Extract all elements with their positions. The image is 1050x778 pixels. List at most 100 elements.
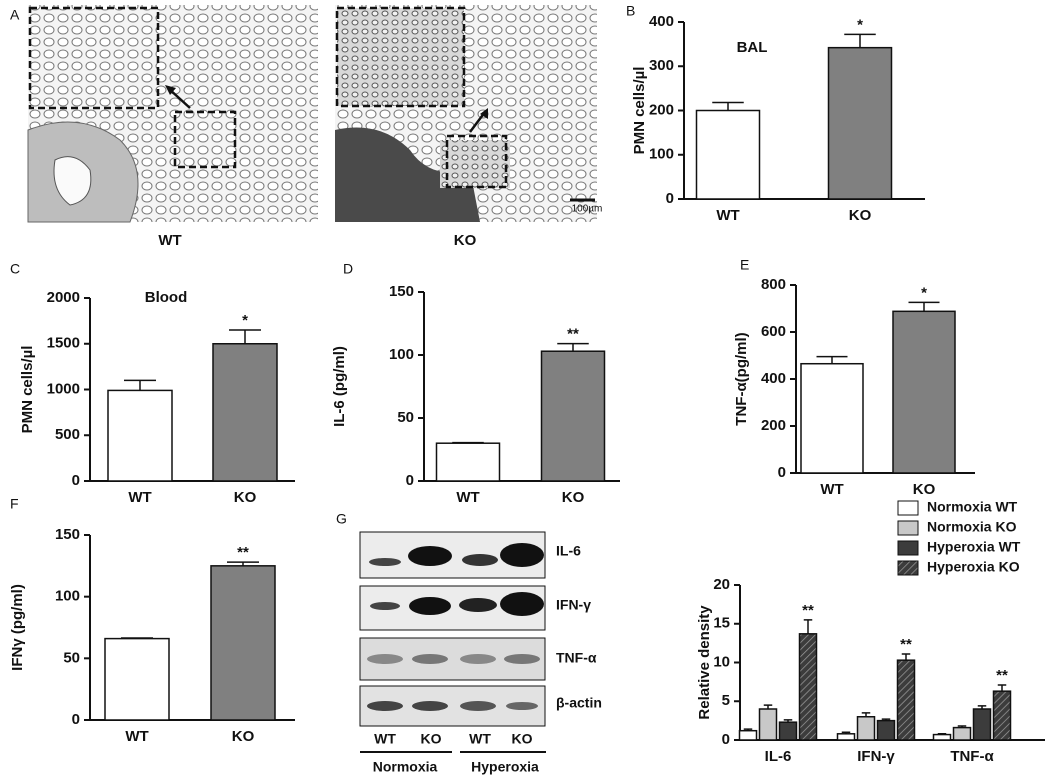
lane-label: KO xyxy=(512,731,533,747)
y-tick-label: 10 xyxy=(713,653,730,670)
legend-swatch xyxy=(897,540,919,556)
bar xyxy=(212,343,278,482)
legend-swatch xyxy=(897,560,919,576)
lane-label: KO xyxy=(421,731,442,747)
x-tick-label: WT xyxy=(128,489,151,506)
error-bar xyxy=(712,101,744,111)
legend-swatch xyxy=(897,500,919,516)
y-tick-label: 20 xyxy=(713,576,730,593)
panel-label: B xyxy=(626,3,635,19)
y-axis-label: IFNγ (pg/ml) xyxy=(9,584,26,671)
bar xyxy=(738,729,758,741)
y-tick-label: 150 xyxy=(389,283,414,300)
y-tick-label: 600 xyxy=(761,323,786,340)
panel-label: C xyxy=(10,261,20,277)
y-tick-label: 5 xyxy=(722,692,730,709)
y-tick-label: 0 xyxy=(72,711,80,728)
panel-label: D xyxy=(343,261,353,277)
y-axis-label: IL-6 (pg/ml) xyxy=(331,346,348,427)
bar xyxy=(210,565,276,721)
bar xyxy=(836,733,856,741)
y-tick-label: 50 xyxy=(397,409,414,426)
y-tick-label: 0 xyxy=(72,472,80,489)
error-bar xyxy=(124,379,156,391)
significance: ** xyxy=(567,326,579,343)
lane-label: WT xyxy=(374,731,396,747)
bar xyxy=(896,659,916,741)
error-bar xyxy=(803,619,813,634)
x-tick-label: WT xyxy=(125,728,148,745)
y-tick-label: 0 xyxy=(722,731,730,748)
panel-label: A xyxy=(10,7,20,23)
significance: * xyxy=(242,312,248,329)
chart-title: BAL xyxy=(737,39,768,56)
bar xyxy=(107,389,173,482)
bar xyxy=(952,726,972,741)
y-tick-label: 15 xyxy=(713,615,730,632)
micrograph-ko: 100µm xyxy=(335,5,602,222)
error-bar xyxy=(229,329,261,344)
bar xyxy=(778,721,798,741)
error-bar xyxy=(901,653,911,661)
band-label: TNF-α xyxy=(556,650,597,666)
y-axis-label: PMN cells/µl xyxy=(19,346,36,434)
bar xyxy=(892,310,956,474)
significance: ** xyxy=(996,667,1008,684)
bar xyxy=(798,633,818,741)
bar xyxy=(104,637,170,721)
y-tick-label: 400 xyxy=(761,370,786,387)
y-tick-label: 500 xyxy=(55,426,80,443)
x-tick-label: KO xyxy=(234,489,257,506)
y-tick-label: 100 xyxy=(649,146,674,163)
error-bar xyxy=(783,719,793,723)
y-tick-label: 100 xyxy=(55,588,80,605)
caption: WT xyxy=(158,232,181,249)
significance: * xyxy=(857,16,863,33)
scale-bar: 100µm xyxy=(572,204,603,215)
bar xyxy=(800,362,864,474)
y-axis-label: TNF-α(pg/ml) xyxy=(733,332,750,425)
x-tick-label: IFN-γ xyxy=(857,748,895,765)
micrograph-wt xyxy=(27,5,318,223)
y-tick-label: 200 xyxy=(649,101,674,118)
legend-swatch xyxy=(897,520,919,536)
bar xyxy=(932,733,952,741)
x-tick-label: WT xyxy=(456,489,479,506)
caption: KO xyxy=(454,232,477,249)
x-tick-label: KO xyxy=(913,481,936,498)
band-label: β-actin xyxy=(556,695,602,711)
bar xyxy=(758,708,778,741)
error-bar xyxy=(977,705,987,709)
legend-label: Normoxia WT xyxy=(927,499,1018,515)
bar xyxy=(972,708,992,741)
y-axis-label: Relative density xyxy=(696,605,713,720)
band-label: IFN-γ xyxy=(556,597,591,613)
bar xyxy=(435,442,501,482)
bar xyxy=(992,690,1012,741)
error-bar xyxy=(743,728,753,731)
bar xyxy=(876,719,896,741)
y-tick-label: 300 xyxy=(649,57,674,74)
y-tick-label: 800 xyxy=(761,276,786,293)
error-bar xyxy=(957,725,967,728)
error-bar xyxy=(816,355,848,364)
error-bar xyxy=(121,637,153,639)
y-tick-label: 150 xyxy=(55,526,80,543)
panel-label: E xyxy=(740,257,749,273)
error-bar xyxy=(844,33,876,48)
x-tick-label: KO xyxy=(232,728,255,745)
western-blot xyxy=(359,531,546,753)
y-tick-label: 1000 xyxy=(47,380,80,397)
x-tick-label: WT xyxy=(716,207,739,224)
y-tick-label: 0 xyxy=(778,464,786,481)
y-tick-label: 400 xyxy=(649,13,674,30)
error-bar xyxy=(908,301,940,312)
legend-label: Normoxia KO xyxy=(927,519,1017,535)
chart-title: Blood xyxy=(145,289,188,306)
significance: * xyxy=(921,284,927,301)
error-bar xyxy=(937,733,947,735)
panel-label: G xyxy=(336,511,347,527)
legend-label: Hyperoxia WT xyxy=(927,539,1021,555)
band-label: IL-6 xyxy=(556,543,581,559)
